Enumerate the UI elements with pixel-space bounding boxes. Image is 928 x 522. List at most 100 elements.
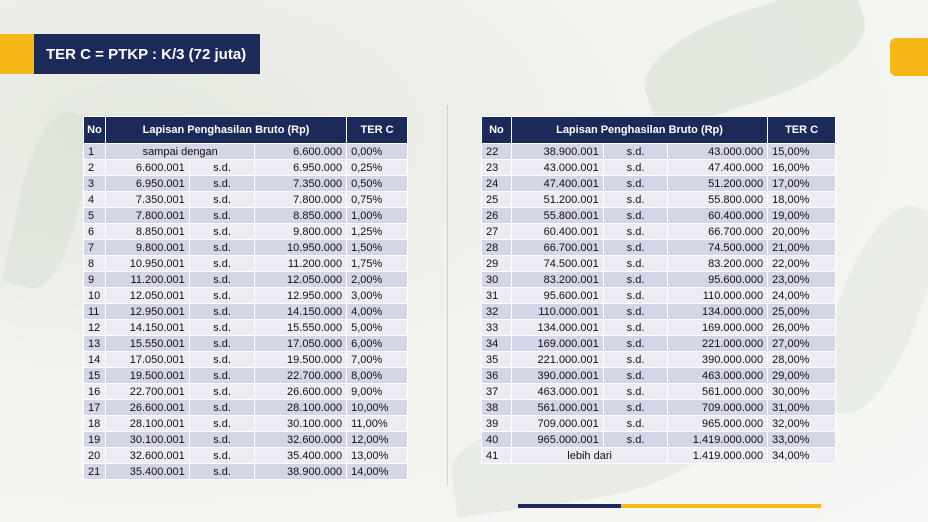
bracket-upper-bound: 10.950.000 bbox=[254, 239, 348, 256]
bracket-upper-bound: 19.500.000 bbox=[254, 351, 348, 368]
bracket-separator: s.d. bbox=[188, 431, 256, 448]
table-row: 6 8.850.001 s.d. 9.800.000 1,25% bbox=[83, 223, 408, 240]
bracket-separator: s.d. bbox=[602, 255, 669, 272]
bracket-lower-bound: 26.600.001 bbox=[104, 399, 190, 416]
bracket-upper-bound: 95.600.000 bbox=[667, 271, 769, 288]
row-number: 39 bbox=[481, 415, 512, 432]
ter-table-left: No Lapisan Penghasilan Bruto (Rp) TER C … bbox=[83, 116, 408, 480]
ter-rate: 27,00% bbox=[767, 335, 836, 352]
ter-rate: 13,00% bbox=[346, 447, 408, 464]
ter-rate: 14,00% bbox=[346, 463, 408, 480]
bracket-upper-bound: 60.400.000 bbox=[667, 207, 769, 224]
bracket-upper-bound: 463.000.000 bbox=[667, 367, 769, 384]
bracket-lower-bound: 19.500.001 bbox=[104, 367, 190, 384]
bracket-upper-bound: 390.000.000 bbox=[667, 351, 769, 368]
bracket-separator: s.d. bbox=[602, 351, 669, 368]
header-no: No bbox=[481, 116, 512, 144]
bracket-lower-bound: 110.000.001 bbox=[510, 303, 604, 320]
bracket-upper-bound: 169.000.000 bbox=[667, 319, 769, 336]
bracket-separator: s.d. bbox=[188, 223, 256, 240]
bracket-lower-bound: 60.400.001 bbox=[510, 223, 604, 240]
row-number: 21 bbox=[83, 463, 106, 480]
bracket-upper-bound: 22.700.000 bbox=[254, 367, 348, 384]
header-rate: TER C bbox=[767, 116, 836, 144]
bracket-upper-bound: 6.950.000 bbox=[254, 159, 348, 176]
row-number: 23 bbox=[481, 159, 512, 176]
bracket-lower-bound: 35.400.001 bbox=[104, 463, 190, 480]
table-row: 22 38.900.001 s.d. 43.000.000 15,00% bbox=[481, 143, 836, 160]
bracket-lower-bound: 83.200.001 bbox=[510, 271, 604, 288]
bracket-separator: s.d. bbox=[188, 415, 256, 432]
bracket-separator: s.d. bbox=[188, 271, 256, 288]
bracket-separator: s.d. bbox=[602, 287, 669, 304]
table-row: 7 9.800.001 s.d. 10.950.000 1,50% bbox=[83, 239, 408, 256]
bracket-lower-bound: 11.200.001 bbox=[104, 271, 190, 288]
ter-rate: 9,00% bbox=[346, 383, 408, 400]
table-row: 21 35.400.001 s.d. 38.900.000 14,00% bbox=[83, 463, 408, 480]
bracket-lower-bound: 8.850.001 bbox=[104, 223, 190, 240]
bracket-lower-bound: 55.800.001 bbox=[510, 207, 604, 224]
ter-rate: 10,00% bbox=[346, 399, 408, 416]
ter-rate: 34,00% bbox=[767, 447, 836, 464]
ter-rate: 18,00% bbox=[767, 191, 836, 208]
bracket-upper-bound: 8.850.000 bbox=[254, 207, 348, 224]
row-number: 6 bbox=[83, 223, 106, 240]
bracket-upper-bound: 7.800.000 bbox=[254, 191, 348, 208]
bracket-lower-bound: 22.700.001 bbox=[104, 383, 190, 400]
ter-rate: 17,00% bbox=[767, 175, 836, 192]
bracket-upper-bound: 43.000.000 bbox=[667, 143, 769, 160]
row-number: 32 bbox=[481, 303, 512, 320]
bracket-lower-bound: 709.000.001 bbox=[510, 415, 604, 432]
table-row: 35 221.000.001 s.d. 390.000.000 28,00% bbox=[481, 351, 836, 368]
ter-rate: 8,00% bbox=[346, 367, 408, 384]
ter-rate: 11,00% bbox=[346, 415, 408, 432]
bracket-upper-bound: 15.550.000 bbox=[254, 319, 348, 336]
bracket-lower-bound: 43.000.001 bbox=[510, 159, 604, 176]
table-row: 9 11.200.001 s.d. 12.050.000 2,00% bbox=[83, 271, 408, 288]
bracket-lower-bound: 221.000.001 bbox=[510, 351, 604, 368]
row-number: 27 bbox=[481, 223, 512, 240]
row-number: 40 bbox=[481, 431, 512, 448]
bracket-separator: s.d. bbox=[188, 239, 256, 256]
bracket-upper-bound: 7.350.000 bbox=[254, 175, 348, 192]
bracket-separator: s.d. bbox=[188, 175, 256, 192]
row-number: 25 bbox=[481, 191, 512, 208]
bracket-lower-bound: 47.400.001 bbox=[510, 175, 604, 192]
bracket-lower-bound: 17.050.001 bbox=[104, 351, 190, 368]
bracket-separator: s.d. bbox=[602, 431, 669, 448]
bracket-separator: s.d. bbox=[602, 383, 669, 400]
table-row: 25 51.200.001 s.d. 55.800.000 18,00% bbox=[481, 191, 836, 208]
bracket-lower-bound: 6.950.001 bbox=[104, 175, 190, 192]
bracket-upper-bound: 12.050.000 bbox=[254, 271, 348, 288]
bracket-lower-bound: 30.100.001 bbox=[104, 431, 190, 448]
ter-rate: 3,00% bbox=[346, 287, 408, 304]
slide-title: TER C = PTKP : K/3 (72 juta) bbox=[34, 34, 260, 74]
bracket-separator: s.d. bbox=[188, 255, 256, 272]
table-row: 2 6.600.001 s.d. 6.950.000 0,25% bbox=[83, 159, 408, 176]
table-row: 40 965.000.001 s.d. 1.419.000.000 33,00% bbox=[481, 431, 836, 448]
row-number: 8 bbox=[83, 255, 106, 272]
row-number: 41 bbox=[481, 447, 512, 464]
table-row: 1 sampai dengan 6.600.000 0,00% bbox=[83, 143, 408, 160]
bracket-separator: s.d. bbox=[188, 159, 256, 176]
bracket-lower-bound: 965.000.001 bbox=[510, 431, 604, 448]
table-row: 38 561.000.001 s.d. 709.000.000 31,00% bbox=[481, 399, 836, 416]
bracket-upper-bound: 32.600.000 bbox=[254, 431, 348, 448]
row-number: 9 bbox=[83, 271, 106, 288]
ter-rate: 1,75% bbox=[346, 255, 408, 272]
bracket-upper-bound: 30.100.000 bbox=[254, 415, 348, 432]
ter-rate: 19,00% bbox=[767, 207, 836, 224]
bracket-separator: s.d. bbox=[602, 223, 669, 240]
ter-rate: 30,00% bbox=[767, 383, 836, 400]
row-number: 26 bbox=[481, 207, 512, 224]
bracket-separator: s.d. bbox=[602, 207, 669, 224]
header-rate: TER C bbox=[346, 116, 408, 144]
table-row: 32 110.000.001 s.d. 134.000.000 25,00% bbox=[481, 303, 836, 320]
bracket-separator: s.d. bbox=[188, 335, 256, 352]
bracket-lower-bound: 10.950.001 bbox=[104, 255, 190, 272]
bracket-upper-bound: 74.500.000 bbox=[667, 239, 769, 256]
table-row: 8 10.950.001 s.d. 11.200.000 1,75% bbox=[83, 255, 408, 272]
bracket-upper-bound: 6.600.000 bbox=[254, 143, 348, 160]
ter-rate: 16,00% bbox=[767, 159, 836, 176]
bracket-lower-bound: 14.150.001 bbox=[104, 319, 190, 336]
